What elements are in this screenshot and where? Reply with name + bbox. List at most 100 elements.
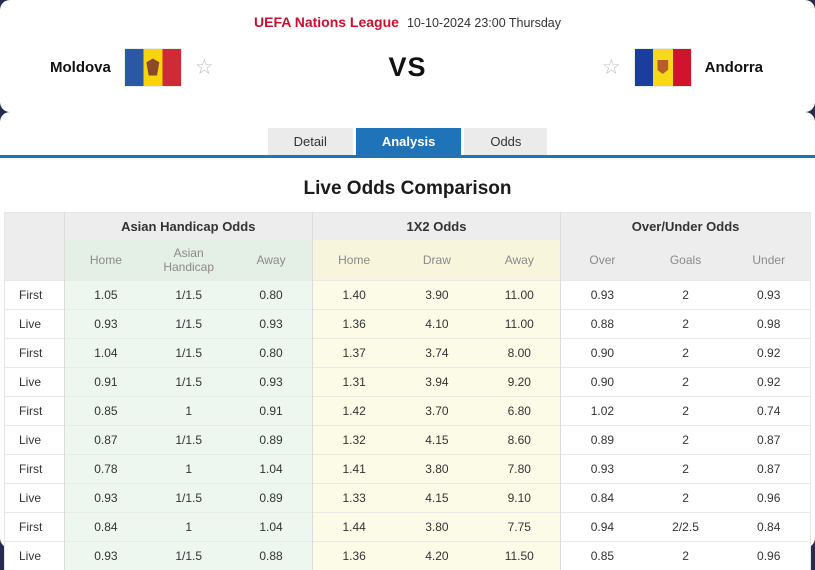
odds-cell: 3.90 — [395, 281, 478, 310]
favorite-star-icon[interactable]: ☆ — [195, 57, 214, 78]
section-title: Live Odds Comparison — [0, 178, 815, 200]
row-label: Live — [5, 310, 65, 339]
odds-cell: 0.84 — [727, 513, 810, 542]
tab-analysis[interactable]: Analysis — [356, 128, 461, 155]
row-label: First — [5, 455, 65, 484]
odds-cell: 2 — [644, 397, 728, 426]
row-label: Live — [5, 426, 65, 455]
odds-cell: 4.20 — [395, 542, 478, 570]
odds-cell: 2 — [644, 281, 728, 310]
odds-cell: 0.98 — [727, 310, 810, 339]
odds-cell: 7.75 — [478, 513, 560, 542]
odds-cell: 3.94 — [395, 368, 478, 397]
odds-cell: 0.90 — [561, 339, 644, 368]
corner-cell — [5, 240, 65, 281]
row-label: Live — [5, 542, 65, 570]
odds-cell: 1/1.5 — [147, 542, 230, 570]
andorra-emblem-icon — [657, 60, 668, 74]
odds-cell: 0.96 — [727, 484, 810, 513]
odds-cell: 0.89 — [230, 426, 312, 455]
odds-cell: 4.10 — [395, 310, 478, 339]
odds-cell: 2 — [644, 455, 728, 484]
odds-cell: 11.00 — [478, 310, 560, 339]
odds-cell: 0.84 — [64, 513, 147, 542]
odds-cell: 0.80 — [230, 339, 312, 368]
odds-cell: 0.90 — [561, 368, 644, 397]
odds-cell: 2 — [644, 368, 728, 397]
row-label: First — [5, 513, 65, 542]
group-header-row: Asian Handicap Odds 1X2 Odds Over/Under … — [5, 213, 811, 241]
odds-cell: 4.15 — [395, 484, 478, 513]
tab-detail[interactable]: Detail — [268, 128, 353, 155]
odds-cell: 3.80 — [395, 513, 478, 542]
away-team-name[interactable]: Andorra — [705, 59, 763, 76]
row-label: Live — [5, 484, 65, 513]
odds-cell: 1.44 — [312, 513, 395, 542]
odds-cell: 1.36 — [312, 542, 395, 570]
odds-cell: 2 — [644, 339, 728, 368]
odds-cell: 2/2.5 — [644, 513, 728, 542]
odds-cell: 9.10 — [478, 484, 560, 513]
analysis-card: Detail Analysis Odds Live Odds Compariso… — [0, 112, 815, 548]
odds-cell: 1/1.5 — [147, 339, 230, 368]
odds-cell: 0.91 — [230, 397, 312, 426]
odds-cell: 1.04 — [230, 455, 312, 484]
match-datetime: 10-10-2024 23:00 Thursday — [407, 16, 561, 30]
tab-bar: Detail Analysis Odds — [0, 112, 815, 155]
odds-cell: 0.88 — [561, 310, 644, 339]
odds-cell: 2 — [644, 426, 728, 455]
tab-odds[interactable]: Odds — [464, 128, 547, 155]
odds-cell: 1.41 — [312, 455, 395, 484]
odds-cell: 0.84 — [561, 484, 644, 513]
odds-cell: 9.20 — [478, 368, 560, 397]
column-header-ou-under: Under — [727, 240, 810, 281]
odds-cell: 1.04 — [230, 513, 312, 542]
odds-cell: 8.60 — [478, 426, 560, 455]
odds-cell: 1 — [147, 455, 230, 484]
odds-cell: 0.87 — [727, 455, 810, 484]
corner-cell — [5, 213, 65, 241]
league-title[interactable]: UEFA Nations League — [254, 14, 399, 30]
odds-cell: 1.36 — [312, 310, 395, 339]
row-label: Live — [5, 368, 65, 397]
odds-cell: 1 — [147, 397, 230, 426]
row-label: First — [5, 397, 65, 426]
odds-cell: 11.00 — [478, 281, 560, 310]
away-team: ☆ Andorra — [602, 49, 763, 86]
odds-cell: 1.02 — [561, 397, 644, 426]
odds-cell: 1.33 — [312, 484, 395, 513]
odds-cell: 3.74 — [395, 339, 478, 368]
odds-cell: 6.80 — [478, 397, 560, 426]
odds-cell: 0.91 — [64, 368, 147, 397]
odds-cell: 0.93 — [727, 281, 810, 310]
favorite-star-icon[interactable]: ☆ — [602, 57, 621, 78]
column-header-ou-goals: Goals — [644, 240, 728, 281]
odds-table: Asian Handicap Odds 1X2 Odds Over/Under … — [4, 212, 811, 570]
odds-cell: 1 — [147, 513, 230, 542]
odds-cell: 0.89 — [561, 426, 644, 455]
odds-cell: 0.93 — [230, 368, 312, 397]
odds-cell: 0.80 — [230, 281, 312, 310]
odds-cell: 0.85 — [561, 542, 644, 570]
odds-cell: 1/1.5 — [147, 484, 230, 513]
column-header-1x2-away: Away — [478, 240, 560, 281]
group-header-1x2: 1X2 Odds — [312, 213, 560, 241]
home-team-name[interactable]: Moldova — [50, 59, 111, 76]
odds-cell: 1/1.5 — [147, 368, 230, 397]
odds-cell: 1/1.5 — [147, 426, 230, 455]
odds-cell: 0.93 — [561, 281, 644, 310]
odds-cell: 1.42 — [312, 397, 395, 426]
teams-row: Moldova ☆ VS ☆ Andorra — [0, 30, 815, 112]
odds-cell: 1/1.5 — [147, 281, 230, 310]
odds-cell: 2 — [644, 484, 728, 513]
group-header-asian-handicap: Asian Handicap Odds — [64, 213, 312, 241]
odds-cell: 0.92 — [727, 368, 810, 397]
league-line: UEFA Nations League 10-10-2024 23:00 Thu… — [0, 0, 815, 30]
moldova-emblem-icon — [146, 59, 159, 76]
